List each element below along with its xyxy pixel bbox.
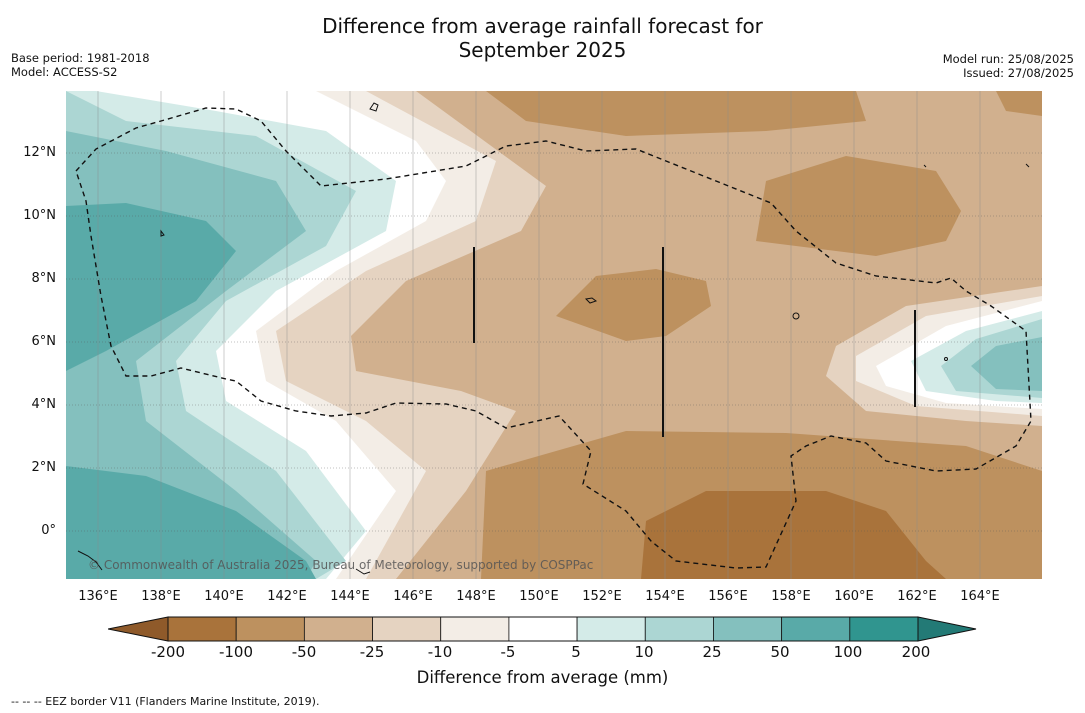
x-tick-label: 142°E bbox=[267, 589, 307, 604]
y-tick-label: 6°N bbox=[31, 334, 57, 349]
base-period: Base period: 1981-2018 bbox=[11, 51, 150, 65]
x-tick-label: 144°E bbox=[330, 589, 370, 604]
colorbar-label: 200 bbox=[901, 643, 931, 661]
x-tick-label: 152°E bbox=[582, 589, 622, 604]
x-tick-label: 136°E bbox=[78, 589, 118, 604]
x-tick-label: 140°E bbox=[204, 589, 244, 604]
x-tick-label: 164°E bbox=[960, 589, 1000, 604]
colorbar-label: 25 bbox=[702, 643, 722, 661]
colorbar-segment bbox=[235, 616, 305, 642]
x-tick-label: 148°E bbox=[456, 589, 496, 604]
rainfall-anomaly-field bbox=[66, 91, 1042, 579]
eez-border bbox=[75, 107, 1032, 569]
copyright-notice: © Commonwealth of Australia 2025, Bureau… bbox=[88, 558, 594, 572]
rainfall-map bbox=[66, 91, 1042, 579]
x-tick-label: 158°E bbox=[771, 589, 811, 604]
x-tick-label: 162°E bbox=[897, 589, 937, 604]
colorbar-label: -5 bbox=[500, 643, 516, 661]
field-brown-ne bbox=[756, 156, 961, 256]
field-brown-top bbox=[486, 91, 866, 136]
colorbar-segment bbox=[576, 616, 646, 642]
meta-right: Model run: 25/08/2025 Issued: 27/08/2025 bbox=[943, 52, 1074, 80]
model-run-date: Model run: 25/08/2025 bbox=[942, 52, 1074, 66]
y-tick-label: 8°N bbox=[31, 271, 57, 286]
colorbar-over-arrow bbox=[917, 616, 977, 642]
model-name: Model: ACCESS-S2 bbox=[11, 65, 118, 79]
colorbar-label: 100 bbox=[833, 643, 863, 661]
x-tick-label: 160°E bbox=[834, 589, 874, 604]
colorbar-segment bbox=[713, 616, 783, 642]
field-brown-center bbox=[556, 269, 711, 341]
colorbar-label: -50 bbox=[291, 643, 317, 661]
colorbar-segment bbox=[440, 616, 510, 642]
colorbar-segment bbox=[849, 616, 919, 642]
map-title-line-1: Difference from average rainfall forecas… bbox=[322, 14, 763, 38]
x-tick-label: 154°E bbox=[645, 589, 685, 604]
colorbar-label: 10 bbox=[634, 643, 654, 661]
y-tick-label: 10°N bbox=[23, 208, 56, 223]
colorbar-segments bbox=[167, 616, 919, 642]
colorbar-label: -100 bbox=[218, 643, 254, 661]
colorbar-under-arrow bbox=[108, 616, 169, 642]
colorbar-label: -10 bbox=[427, 643, 453, 661]
parallel-grid bbox=[66, 152, 1042, 532]
y-tick-label: 12°N bbox=[23, 145, 56, 160]
eez-legend-note: -- -- -- EEZ border V11 (Flanders Marine… bbox=[11, 695, 320, 708]
field-darkbrown-south bbox=[641, 491, 946, 579]
colorbar-segment bbox=[508, 616, 578, 642]
field-teal4-west-upper bbox=[66, 203, 236, 371]
colorbar-label: -25 bbox=[359, 643, 385, 661]
islands bbox=[77, 102, 1030, 575]
colorbar-title: Difference from average (mm) bbox=[416, 668, 669, 687]
x-tick-label: 146°E bbox=[393, 589, 433, 604]
y-tick-label: 2°N bbox=[31, 460, 57, 475]
colorbar-segment bbox=[303, 616, 373, 642]
meridian-grid bbox=[97, 91, 981, 579]
colorbar-frame bbox=[167, 616, 919, 642]
colorbar bbox=[108, 616, 977, 642]
field-brown-topright bbox=[996, 91, 1042, 116]
map-title: Difference from average rainfall forecas… bbox=[0, 14, 1085, 62]
colorbar-segment bbox=[372, 616, 442, 642]
field-teal4-west-lower bbox=[66, 466, 316, 579]
map-title-line-2: September 2025 bbox=[458, 38, 627, 62]
field-east-teal3 bbox=[971, 337, 1042, 391]
meta-left: Base period: 1981-2018 Model: ACCESS-S2 bbox=[11, 51, 150, 79]
issued-date: Issued: 27/08/2025 bbox=[963, 66, 1074, 80]
y-tick-label: 0° bbox=[41, 523, 56, 538]
x-tick-label: 138°E bbox=[141, 589, 181, 604]
x-tick-label: 156°E bbox=[708, 589, 748, 604]
colorbar-label: 5 bbox=[571, 643, 581, 661]
boundary-lines bbox=[473, 247, 916, 437]
y-tick-label: 4°N bbox=[31, 397, 57, 412]
x-tick-label: 150°E bbox=[519, 589, 559, 604]
colorbar-label: -200 bbox=[150, 643, 186, 661]
colorbar-segment bbox=[644, 616, 714, 642]
colorbar-segment bbox=[781, 616, 851, 642]
colorbar-segment bbox=[167, 616, 237, 642]
colorbar-label: 50 bbox=[770, 643, 790, 661]
